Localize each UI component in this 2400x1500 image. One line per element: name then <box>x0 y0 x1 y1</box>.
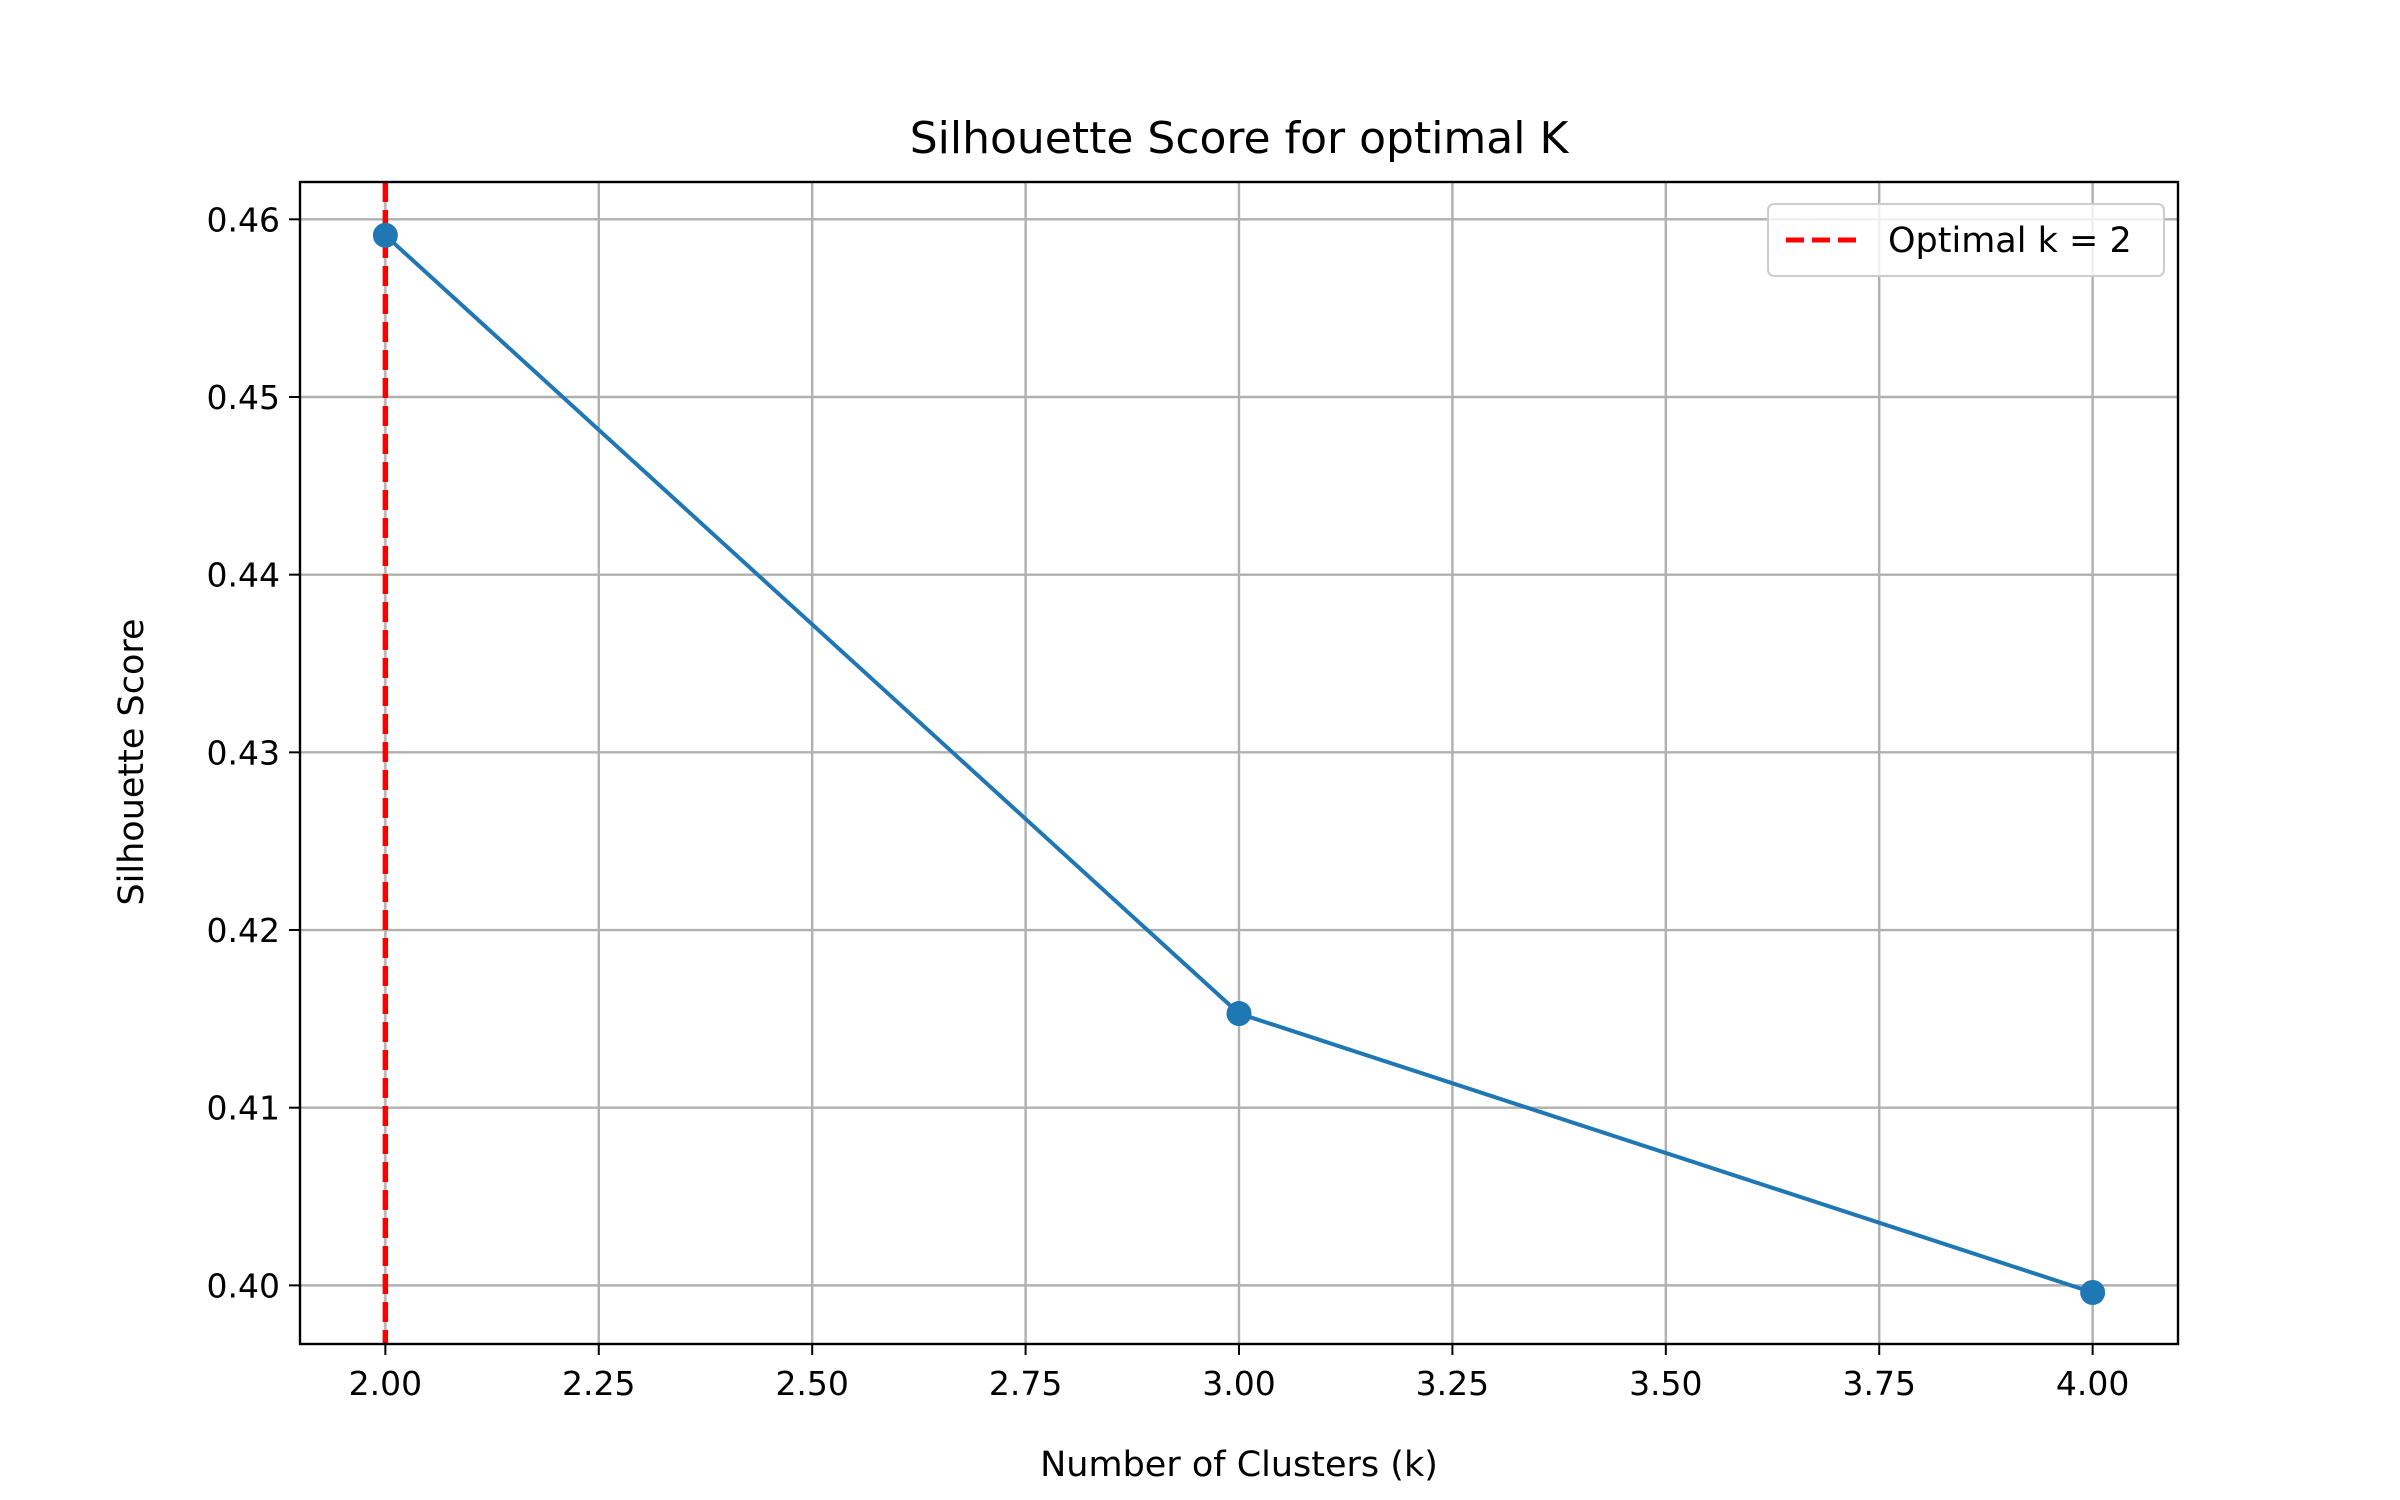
chart-title: Silhouette Score for optimal K <box>910 113 1570 164</box>
y-tick-label: 0.40 <box>207 1266 280 1305</box>
data-point-k-2 <box>372 222 398 248</box>
x-tick-label: 2.75 <box>989 1364 1062 1403</box>
y-axis-ticks: 0.40 0.41 0.42 0.43 0.44 0.45 0.46 <box>207 200 300 1305</box>
legend-box <box>1767 203 2165 277</box>
y-tick-label: 0.44 <box>207 556 280 595</box>
y-axis-label: Silhouette Score <box>112 618 152 905</box>
x-axis-ticks: 2.00 2.25 2.50 2.75 3.00 3.25 3.50 3.75 4.00 <box>349 1344 2129 1403</box>
x-axis-label: Number of Clusters (k) <box>1040 1445 1438 1485</box>
x-tick-label: 4.00 <box>2056 1364 2129 1403</box>
y-tick-label: 0.41 <box>207 1089 280 1128</box>
legend-label-optimal-k: Optimal k = 2 <box>1888 221 2132 261</box>
data-point-k-3 <box>1226 1001 1252 1027</box>
x-tick-label: 3.50 <box>1629 1364 1702 1403</box>
x-tick-label: 3.75 <box>1842 1364 1915 1403</box>
x-tick-label: 2.00 <box>349 1364 422 1403</box>
series <box>372 222 2106 1305</box>
y-tick-label: 0.46 <box>207 200 280 239</box>
x-tick-label: 3.25 <box>1416 1364 1489 1403</box>
legend: Optimal k = 2 <box>1767 203 2165 277</box>
y-tick-label: 0.42 <box>207 911 280 950</box>
y-tick-label: 0.43 <box>207 733 280 772</box>
y-tick-label: 0.45 <box>207 378 280 417</box>
x-tick-label: 2.50 <box>775 1364 848 1403</box>
x-tick-label: 2.25 <box>562 1364 635 1403</box>
x-tick-label: 3.00 <box>1202 1364 1275 1403</box>
data-point-k-4 <box>2080 1279 2106 1305</box>
